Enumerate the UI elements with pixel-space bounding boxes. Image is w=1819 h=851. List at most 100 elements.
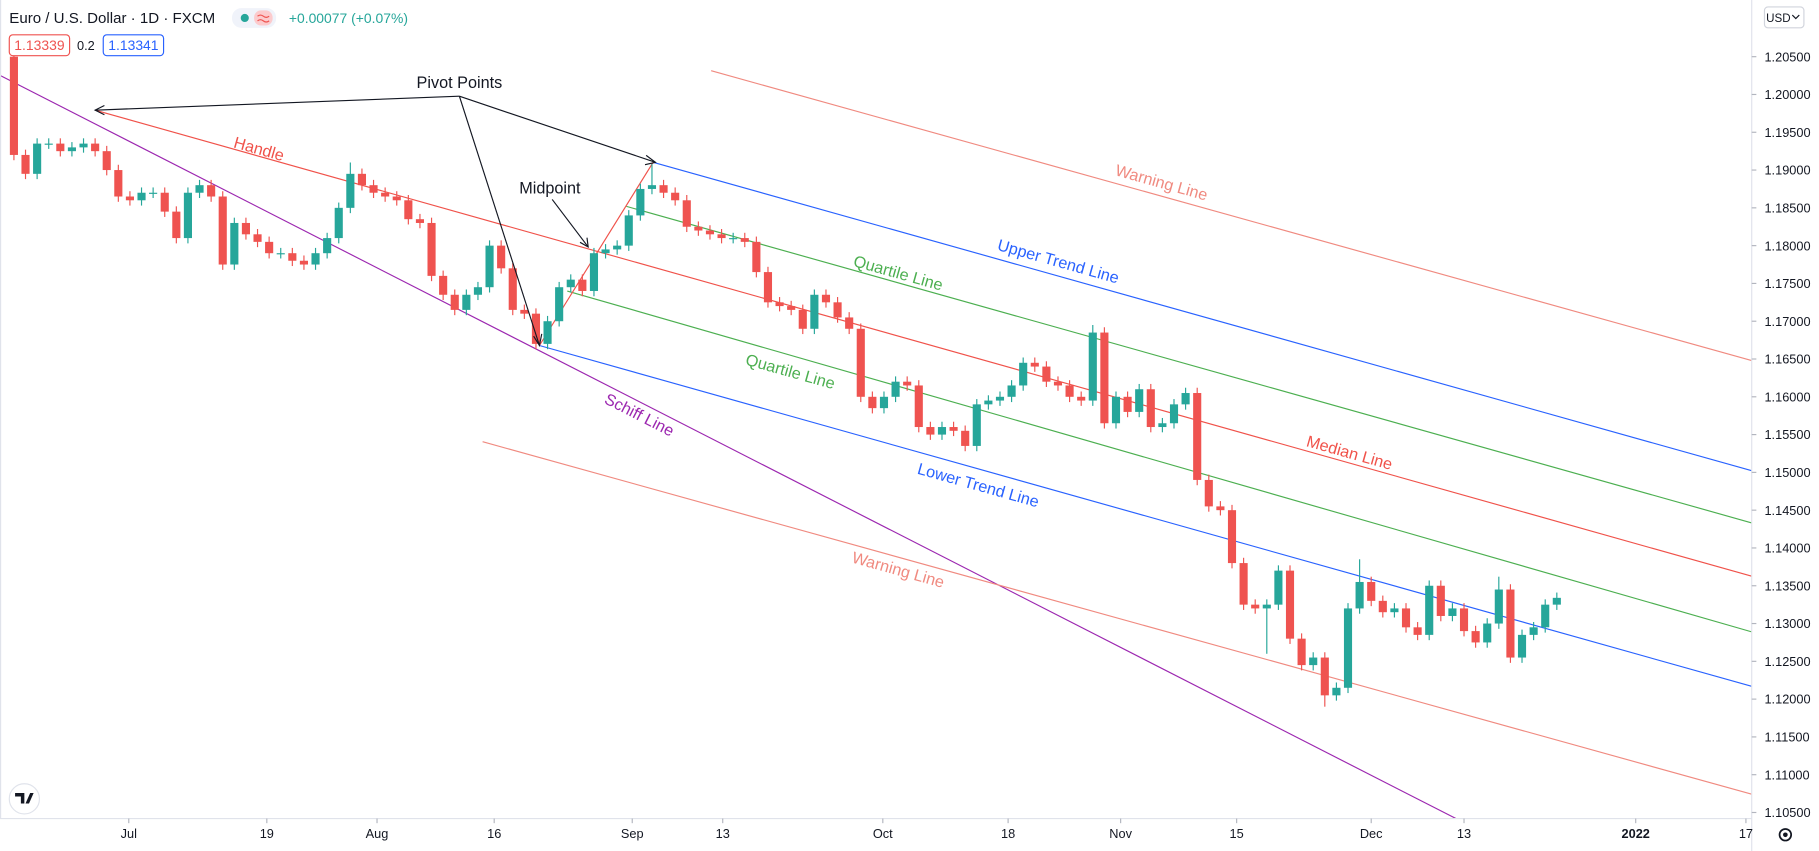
candle-body	[230, 222, 239, 265]
candle-body	[357, 173, 367, 186]
candle-body	[102, 151, 111, 171]
candle-body	[1216, 506, 1225, 511]
candle-body	[578, 279, 587, 291]
candle-body	[1135, 389, 1144, 412]
candle-body	[705, 230, 715, 235]
candle-body	[1401, 608, 1411, 628]
arrow-head	[579, 237, 589, 249]
candle-body	[253, 234, 262, 242]
y-tick-label: 1.12000	[1764, 692, 1810, 707]
currency-caret[interactable]	[1791, 14, 1800, 20]
candle-body	[149, 192, 158, 194]
x-tick-label: Nov	[1109, 826, 1132, 841]
candle-body	[21, 154, 30, 174]
candle-body	[1517, 634, 1527, 658]
candle-body	[624, 215, 633, 246]
candle-body	[740, 238, 749, 242]
candle-body	[763, 272, 773, 303]
candle-body	[1251, 604, 1260, 609]
candle-body	[67, 147, 76, 152]
x-tick-label: 16	[487, 826, 501, 841]
axes-layer: 1.10500 1.11000 1.11500 1.12000 1.12500 1.130…	[121, 49, 1811, 841]
candle-body	[914, 385, 923, 428]
candle-body	[1552, 597, 1561, 605]
candle-body	[125, 196, 134, 201]
y-tick-label: 1.18500	[1764, 200, 1810, 215]
candle-body	[531, 313, 541, 344]
settings-dot[interactable]	[1783, 832, 1788, 838]
x-tick-label: 13	[716, 826, 730, 841]
arrow	[551, 199, 589, 248]
candle-body	[775, 302, 784, 307]
price-change: +0.00077 (+0.07%)	[289, 10, 408, 26]
y-tick-label: 1.12500	[1764, 654, 1810, 669]
arrow-head	[533, 333, 543, 348]
candle-body	[543, 321, 552, 344]
x-tick-label: Aug	[366, 826, 389, 841]
y-tick-label: 1.15000	[1764, 465, 1810, 480]
candle-body	[172, 211, 181, 239]
candle-body	[729, 238, 738, 240]
ask-price[interactable]: 1.13341	[108, 37, 159, 53]
candle-body	[439, 275, 448, 295]
y-tick-label: 1.16000	[1764, 389, 1810, 404]
candle-body	[497, 245, 506, 269]
candle-body	[1227, 510, 1237, 564]
y-tick-label: 1.15500	[1764, 427, 1810, 442]
candle-body	[555, 287, 564, 322]
candle-body	[1193, 393, 1202, 480]
quartile-line-upper	[626, 205, 1752, 524]
currency-button[interactable]	[1763, 6, 1805, 29]
candle-body	[1262, 604, 1271, 609]
spread: 0.2	[77, 38, 95, 53]
candle-body	[1309, 657, 1318, 666]
candle-body	[1332, 687, 1341, 696]
candle-body	[288, 253, 297, 261]
candle-body	[798, 309, 807, 329]
currency-label[interactable]: USD	[1766, 13, 1790, 25]
y-tick-label: 1.19500	[1764, 125, 1810, 140]
candle-body	[1239, 563, 1248, 605]
arrow-head	[93, 104, 105, 116]
candle-body	[427, 222, 436, 276]
settings-button[interactable]	[1778, 828, 1793, 842]
y-tick-label: 1.11000	[1764, 767, 1809, 782]
candle-body	[972, 404, 981, 446]
candles-layer	[9, 51, 1561, 707]
bid-box[interactable]	[8, 34, 71, 57]
annotation: Pivot Points	[417, 74, 503, 92]
y-tick-label: 1.11500	[1764, 730, 1809, 745]
candle-body	[114, 170, 123, 197]
symbol-title: Euro / U.S. Dollar · 1D · FXCM	[9, 10, 215, 27]
candle-body	[891, 381, 900, 397]
y-tick-label: 1.14500	[1764, 503, 1810, 518]
candle-body	[241, 222, 250, 235]
x-tick-label: 19	[260, 826, 274, 841]
arrow-head	[644, 154, 657, 166]
candle-body	[137, 192, 146, 201]
candle-body	[1425, 585, 1434, 635]
candle-body	[1042, 366, 1051, 382]
y-tick-label: 1.19000	[1764, 163, 1810, 178]
candle-body	[381, 192, 390, 197]
y-tick-label: 1.16500	[1764, 352, 1810, 367]
logo-mark[interactable]	[15, 793, 34, 804]
candle-body	[520, 309, 529, 314]
candle-body	[1123, 396, 1132, 412]
bid-price[interactable]: 1.13339	[14, 37, 65, 53]
candle-body	[1077, 396, 1086, 401]
candle-body	[1285, 570, 1295, 639]
candle-body	[566, 279, 575, 288]
candle-body	[682, 200, 691, 227]
candle-body	[903, 381, 912, 386]
candle-body	[810, 294, 819, 329]
candle-body	[1100, 332, 1109, 424]
y-tick-label: 1.13500	[1764, 578, 1810, 593]
candle-body	[961, 430, 970, 446]
candle-body	[91, 143, 100, 152]
candle-body	[485, 245, 494, 288]
ask-box[interactable]	[102, 34, 165, 57]
candle-body	[1019, 362, 1028, 386]
x-tick-label: 13	[1457, 826, 1471, 841]
x-tick-label: Oct	[873, 826, 893, 841]
